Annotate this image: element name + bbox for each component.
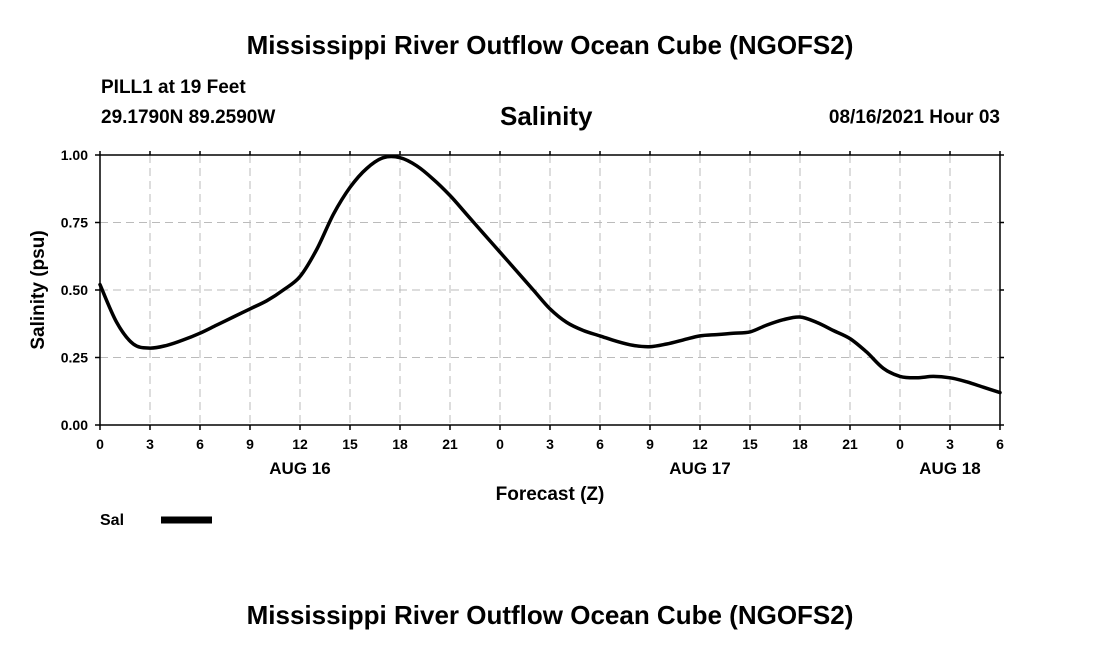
x-tick-label: 12 bbox=[292, 436, 308, 452]
x-tick-label: 6 bbox=[196, 436, 204, 452]
x-tick-label: 9 bbox=[646, 436, 654, 452]
legend: Sal bbox=[100, 512, 212, 529]
x-tick-label: 3 bbox=[546, 436, 554, 452]
x-tick-label: 9 bbox=[246, 436, 254, 452]
y-tick-label: 0.00 bbox=[61, 417, 88, 433]
x-tick-label: 15 bbox=[342, 436, 358, 452]
series-line-sal bbox=[98, 154, 1002, 395]
station-label: PILL1 at 19 Feet bbox=[101, 77, 246, 98]
station-coordinates: 29.1790N 89.2590W bbox=[101, 107, 276, 128]
x-tick-label: 3 bbox=[146, 436, 154, 452]
x-tick-label: 6 bbox=[596, 436, 604, 452]
x-tick-label: 6 bbox=[996, 436, 1004, 452]
chart-title: Salinity bbox=[500, 101, 593, 131]
x-axis-label: Forecast (Z) bbox=[496, 484, 605, 505]
date-label: AUG 17 bbox=[669, 459, 730, 478]
y-tick-label: 0.50 bbox=[61, 282, 88, 298]
axis-ticks: 0 3 6 9 12 15 18 21 0 3 6 9 12 15 18 21 0 3 6 0.00 0.25 0.50 0… bbox=[61, 147, 1004, 478]
y-axis-label: Salinity (psu) bbox=[28, 230, 49, 349]
x-tick-label: 15 bbox=[742, 436, 758, 452]
y-tick-label: 0.25 bbox=[61, 350, 88, 366]
date-label: AUG 18 bbox=[919, 459, 980, 478]
forecast-timestamp: 08/16/2021 Hour 03 bbox=[828, 107, 1000, 128]
date-label: AUG 16 bbox=[269, 459, 330, 478]
series-layer bbox=[98, 154, 1002, 395]
grid bbox=[100, 155, 1000, 425]
x-tick-label: 18 bbox=[792, 436, 808, 452]
footer-title: Mississippi River Outflow Ocean Cube (NG… bbox=[246, 600, 854, 630]
x-tick-label: 3 bbox=[946, 436, 954, 452]
x-tick-label: 0 bbox=[96, 436, 104, 452]
x-tick-label: 21 bbox=[842, 436, 858, 452]
x-tick-label: 0 bbox=[896, 436, 904, 452]
x-tick-label: 21 bbox=[442, 436, 458, 452]
y-tick-label: 1.00 bbox=[61, 147, 88, 163]
main-title: Mississippi River Outflow Ocean Cube (NG… bbox=[246, 30, 854, 60]
legend-label: Sal bbox=[100, 512, 124, 529]
x-tick-label: 0 bbox=[496, 436, 504, 452]
x-tick-label: 12 bbox=[692, 436, 708, 452]
y-tick-label: 0.75 bbox=[61, 215, 88, 231]
x-tick-label: 18 bbox=[392, 436, 408, 452]
